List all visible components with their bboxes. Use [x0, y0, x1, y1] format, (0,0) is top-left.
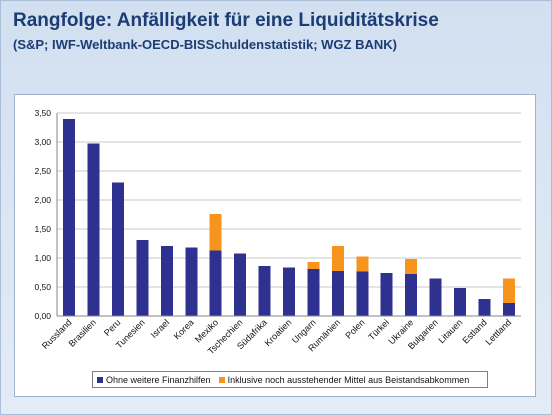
- y-tick-label: 0,50: [34, 282, 51, 292]
- bar-kroatien-series-1: [283, 267, 295, 316]
- axes: [56, 113, 521, 317]
- bar-peru-series-1: [112, 182, 125, 316]
- y-tick-label: 3,50: [34, 108, 51, 118]
- x-tick-label-litauen: Litauen: [436, 317, 464, 345]
- bar-tuerkei-series-1: [380, 273, 393, 316]
- legend-swatch-series-2: [218, 376, 225, 383]
- legend-label-series-2: Inklusive noch ausstehender Mittel aus B…: [227, 374, 470, 385]
- bar-ukraine-series-2: [405, 259, 418, 275]
- y-tick-label: 1,00: [34, 253, 51, 263]
- chart-subtitle: (S&P; IWF-Weltbank-OECD-BISSchuldenstati…: [13, 37, 397, 52]
- bar-tschechien-series-1: [234, 253, 247, 316]
- x-tick-label-israel: Israel: [149, 317, 172, 340]
- bar-israel-series-1: [160, 245, 173, 316]
- legend-item-series-2: Inklusive noch ausstehender Mittel aus B…: [218, 374, 470, 385]
- bar-suedafrika-series-1: [258, 266, 271, 316]
- gridlines: [57, 112, 521, 288]
- x-tick-label-brasilien: Brasilien: [67, 317, 98, 348]
- y-tick-label: 2,00: [34, 195, 51, 205]
- bar-lettland-series-1: [502, 303, 515, 316]
- bar-rumaenien-series-1: [331, 270, 344, 316]
- legend: Ohne weitere Finanzhilfen Inklusive noch…: [92, 371, 488, 388]
- bar-mexiko-series-1: [209, 250, 222, 316]
- bar-ukraine-series-1: [405, 274, 418, 316]
- x-tick-label-lettland: Lettland: [483, 317, 513, 347]
- chart-panel: [14, 94, 536, 397]
- legend-item-series-1: Ohne weitere Finanzhilfen: [97, 375, 211, 385]
- bar-rumaenien-series-2: [331, 245, 344, 271]
- y-tick-label: 1,50: [34, 224, 51, 234]
- bar-litauen-series-1: [453, 288, 466, 316]
- y-tick-label: 0,00: [34, 311, 51, 321]
- bar-bulgarien-series-1: [429, 278, 442, 316]
- chart-title: Rangfolge: Anfälligkeit für eine Liquidi…: [13, 10, 439, 31]
- bar-polen-series-1: [356, 271, 369, 316]
- bar-mexiko-series-2: [209, 213, 222, 251]
- y-tick-label: 2,50: [34, 166, 51, 176]
- bar-brasilien-series-1: [87, 143, 100, 316]
- y-tick-label: 3,00: [34, 137, 51, 147]
- bar-polen-series-2: [356, 256, 369, 272]
- legend-label-series-1: Ohne weitere Finanzhilfen: [106, 374, 211, 385]
- legend-swatch-series-1: [97, 376, 103, 383]
- bar-ungarn-series-1: [307, 269, 320, 316]
- bar-tunesien-series-1: [136, 240, 149, 316]
- bar-ungarn-series-2: [307, 262, 320, 270]
- x-tick-label-peru: Peru: [102, 317, 123, 338]
- x-tick-label-russland: Russland: [40, 317, 74, 351]
- x-tick-label-kroatien: Kroatien: [263, 317, 294, 348]
- x-tick-label-polen: Polen: [343, 317, 366, 340]
- bars: [63, 118, 515, 316]
- bar-korea-series-1: [185, 247, 198, 316]
- bar-russland-series-1: [63, 118, 76, 316]
- bar-lettland-series-2: [502, 278, 515, 304]
- y-tick-labels: 0,00 0,50 1,00 1,50 2,00 2,50 3,00 3,50: [34, 108, 51, 321]
- bar-estland-series-1: [478, 299, 491, 316]
